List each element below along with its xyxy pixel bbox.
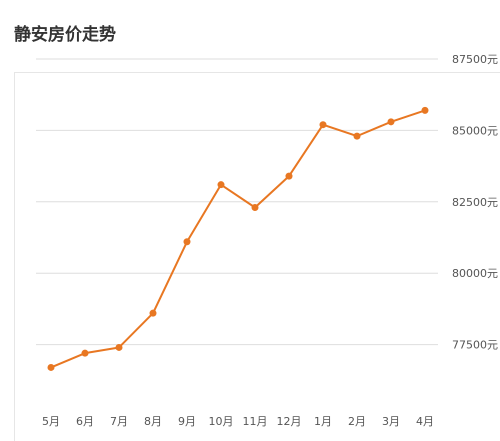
y-tick-label: 82500元 xyxy=(452,196,498,209)
series-line-path xyxy=(50,109,426,369)
data-point xyxy=(81,349,89,357)
x-tick-label: 7月 xyxy=(110,415,128,428)
x-axis-labels: 5月 6月 7月 8月 9月 10月 11月 12月 1月 2月 3月 4月 xyxy=(42,415,434,428)
x-tick-label: 8月 xyxy=(144,415,162,428)
y-tick-label: 80000元 xyxy=(452,267,498,280)
y-axis-labels: 77500元 80000元 82500元 85000元 87500元 xyxy=(452,53,498,352)
page-title: 静安房价走势 xyxy=(14,25,116,45)
data-point xyxy=(115,343,123,351)
x-tick-label: 12月 xyxy=(277,415,302,428)
x-tick-label: 6月 xyxy=(76,415,94,428)
data-point xyxy=(319,121,327,129)
x-tick-label: 4月 xyxy=(416,415,434,428)
x-tick-label: 3月 xyxy=(382,415,400,428)
data-point xyxy=(285,172,293,180)
data-point xyxy=(183,238,191,246)
gridlines xyxy=(36,58,438,346)
y-tick-label: 87500元 xyxy=(452,53,498,66)
x-tick-label: 9月 xyxy=(178,415,196,428)
y-tick-label: 85000元 xyxy=(452,124,498,137)
x-tick-label: 1月 xyxy=(314,415,332,428)
data-point xyxy=(353,132,361,140)
data-point xyxy=(387,118,395,126)
y-tick-label: 77500元 xyxy=(452,339,498,352)
x-tick-label: 2月 xyxy=(348,415,366,428)
chart-panel xyxy=(14,72,500,441)
data-point xyxy=(47,363,55,371)
x-tick-label: 5月 xyxy=(42,415,60,428)
data-point xyxy=(149,309,157,317)
x-tick-label: 11月 xyxy=(243,415,268,428)
series-points xyxy=(47,106,429,371)
data-point xyxy=(217,181,225,189)
x-tick-label: 10月 xyxy=(209,415,234,428)
series-line xyxy=(50,109,426,369)
data-point xyxy=(251,204,259,212)
data-point xyxy=(421,106,429,114)
